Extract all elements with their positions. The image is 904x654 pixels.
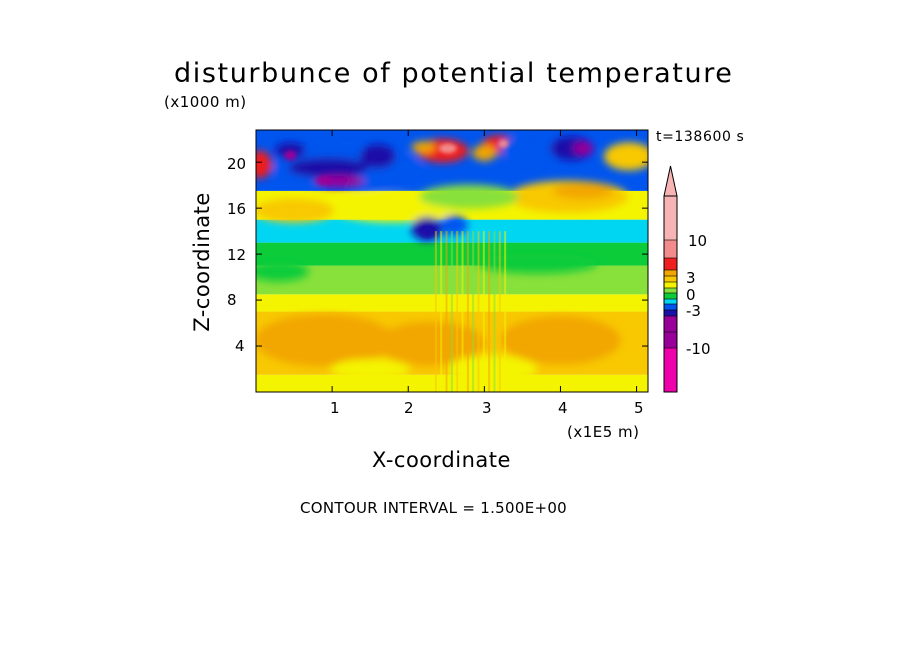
field-features [256, 134, 648, 384]
colorbar-segment [664, 293, 677, 299]
colorbar-frame [663, 195, 678, 393]
field-streak [440, 231, 443, 392]
field-feature [477, 253, 598, 274]
field-feature [603, 142, 648, 171]
colorbar-segment [664, 276, 677, 282]
field-feature [553, 182, 614, 199]
field-streak [504, 231, 507, 392]
field-feature [256, 314, 395, 367]
field-streak [450, 231, 453, 392]
colorbar-label: 0 [686, 286, 696, 304]
field-feature [500, 316, 621, 365]
field-streak [456, 231, 459, 392]
field-highlight [316, 176, 333, 185]
field-feature [439, 215, 468, 236]
x-units-label: (x1E5 m) [567, 423, 640, 441]
field-feature [376, 321, 487, 366]
field-feature [256, 150, 272, 179]
x-tick-label: 4 [558, 399, 568, 417]
field-streak [461, 231, 464, 392]
contour-interval-note: CONTOUR INTERVAL = 1.500E+00 [300, 499, 568, 517]
x-tick-label: 3 [482, 399, 492, 417]
field-highlight [284, 150, 297, 161]
colorbar-segment [664, 304, 677, 310]
field-streak [434, 231, 437, 392]
y-tick-label: 4 [235, 337, 245, 355]
colorbar-segment [664, 282, 677, 288]
x-axis-ticks [331, 130, 638, 392]
field-streak [488, 231, 491, 392]
x-tick-label: 2 [404, 399, 414, 417]
x-tick-label: 5 [634, 399, 644, 417]
colorbar-label: 3 [686, 269, 696, 287]
colorbar-segment [664, 270, 677, 276]
plot-frame [255, 129, 649, 393]
field-feature [256, 198, 335, 223]
chart-title: disturbunce of potential temperature [174, 58, 734, 89]
field-feature [446, 355, 537, 384]
x-tick-label: 1 [330, 399, 340, 417]
colorbar-segment [664, 258, 677, 270]
field-highlight [498, 139, 509, 148]
colorbar-segment [664, 196, 677, 240]
colorbar [663, 165, 678, 393]
colorbar-label: -3 [686, 302, 701, 320]
field-feature [472, 144, 497, 161]
field-feature [330, 359, 411, 380]
field-streak [466, 231, 469, 392]
field-feature [256, 261, 309, 282]
field-highlight [421, 227, 434, 238]
x-axis-label: X-coordinate [372, 448, 511, 472]
y-tick-label: 12 [227, 246, 247, 264]
y-axis-ticks [256, 161, 648, 347]
colorbar-label: 10 [688, 232, 708, 250]
field-highlights [284, 139, 509, 238]
colorbar-segment [664, 316, 677, 332]
z-units-label: (x1000 m) [164, 93, 247, 111]
field-streak [482, 231, 485, 392]
y-tick-label: 16 [227, 200, 247, 218]
time-label: t=138600 s [656, 129, 745, 145]
field-streak [477, 231, 480, 392]
colorbar-segment [664, 348, 677, 392]
field-feature [500, 134, 561, 163]
field-feature [288, 157, 369, 178]
field-streak [498, 231, 501, 392]
colorbar-segment [664, 299, 677, 304]
potential-temperature-field [256, 130, 648, 392]
field-feature [549, 136, 594, 161]
field-highlight [438, 143, 457, 154]
field-streaks [434, 231, 507, 392]
field-feature [411, 141, 436, 154]
field-streak [445, 231, 448, 392]
y-tick-label: 8 [227, 291, 237, 309]
field-streak [493, 231, 496, 392]
y-tick-label: 20 [227, 155, 247, 173]
field-feature [419, 184, 520, 209]
field-feature [359, 144, 396, 169]
field-streak [472, 231, 475, 392]
colorbar-label: -10 [686, 340, 711, 358]
colorbar-segment [664, 240, 677, 258]
colorbar-segment [664, 332, 677, 348]
colorbar-segment [664, 310, 677, 316]
colorbar-arrow [663, 165, 678, 197]
field-feature [573, 142, 594, 155]
colorbar-segment [664, 288, 677, 293]
